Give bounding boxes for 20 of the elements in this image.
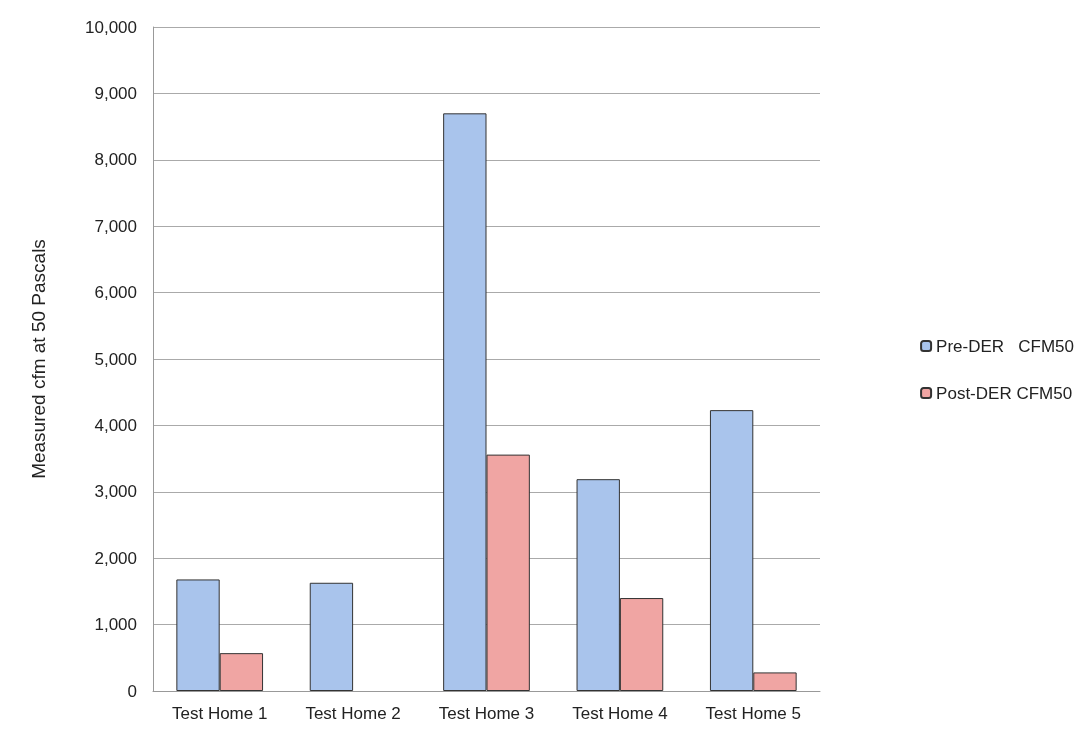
y-tick-label: 10,000 <box>85 17 137 37</box>
y-axis-title: Measured cfm at 50 Pascals <box>28 239 49 479</box>
x-tick-label: Test Home 2 <box>305 704 401 723</box>
x-tick-label: Test Home 3 <box>438 704 535 723</box>
bar <box>309 582 354 691</box>
legend-label: Pre-DER CFM50 <box>936 336 1075 356</box>
y-tick-label: 3,000 <box>94 482 137 502</box>
x-tick-label: Test Home 4 <box>572 704 668 723</box>
x-tick-label: Test Home 1 <box>171 704 268 723</box>
x-tick-label: Test Home 5 <box>705 704 802 723</box>
y-tick-label: 4,000 <box>94 415 137 435</box>
y-tick-label: 7,000 <box>94 216 137 236</box>
y-tick-label: 0 <box>127 681 137 701</box>
legend-label: Post-DER CFM50 <box>936 383 1073 403</box>
y-tick-label: 6,000 <box>94 283 137 303</box>
y-tick-label: 9,000 <box>94 83 137 103</box>
y-tick-label: 2,000 <box>94 548 137 568</box>
y-tick-label: 5,000 <box>94 349 137 369</box>
y-tick-label: 8,000 <box>94 150 137 170</box>
y-tick-label: 1,000 <box>94 615 137 635</box>
